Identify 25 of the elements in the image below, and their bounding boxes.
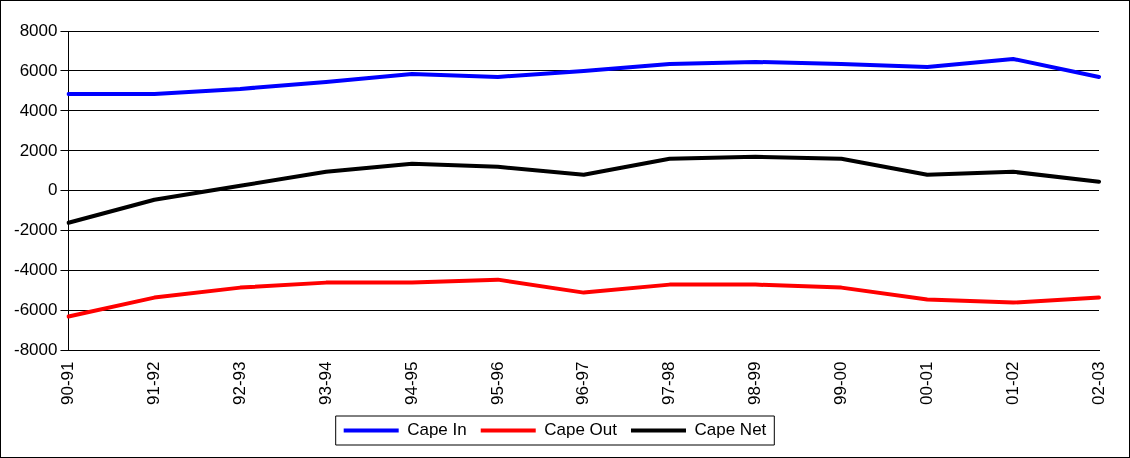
x-tick-label: 93-94 bbox=[315, 361, 335, 405]
y-tick-label: 4000 bbox=[19, 100, 58, 120]
x-tick-label: 91-92 bbox=[144, 361, 164, 405]
legend-label: Cape Out bbox=[544, 420, 618, 440]
x-tick-label: 01-02 bbox=[1002, 361, 1022, 405]
x-tick-label: 90-91 bbox=[58, 361, 78, 405]
y-tick-label: -8000 bbox=[14, 340, 58, 360]
legend-label: Cape In bbox=[407, 420, 467, 440]
x-tick-label: 92-93 bbox=[229, 361, 249, 405]
y-tick-label: 2000 bbox=[19, 140, 58, 160]
x-tick-label: 98-99 bbox=[745, 361, 765, 405]
y-tick-label: 0 bbox=[48, 180, 58, 200]
legend-label: Cape Net bbox=[694, 420, 767, 440]
x-tick-label: 95-96 bbox=[487, 361, 507, 405]
y-tick-label: 8000 bbox=[19, 20, 58, 40]
x-tick-label: 02-03 bbox=[1088, 361, 1108, 405]
x-tick-label: 00-01 bbox=[916, 361, 936, 405]
y-tick-label: -4000 bbox=[14, 260, 58, 280]
x-tick-label: 96-97 bbox=[573, 361, 593, 405]
x-tick-label: 94-95 bbox=[401, 361, 421, 405]
y-tick-label: 6000 bbox=[19, 60, 58, 80]
x-tick-label: 97-98 bbox=[659, 361, 679, 405]
y-tick-label: -6000 bbox=[14, 300, 58, 320]
y-tick-label: -2000 bbox=[14, 220, 58, 240]
x-tick-label: 99-00 bbox=[831, 361, 851, 405]
